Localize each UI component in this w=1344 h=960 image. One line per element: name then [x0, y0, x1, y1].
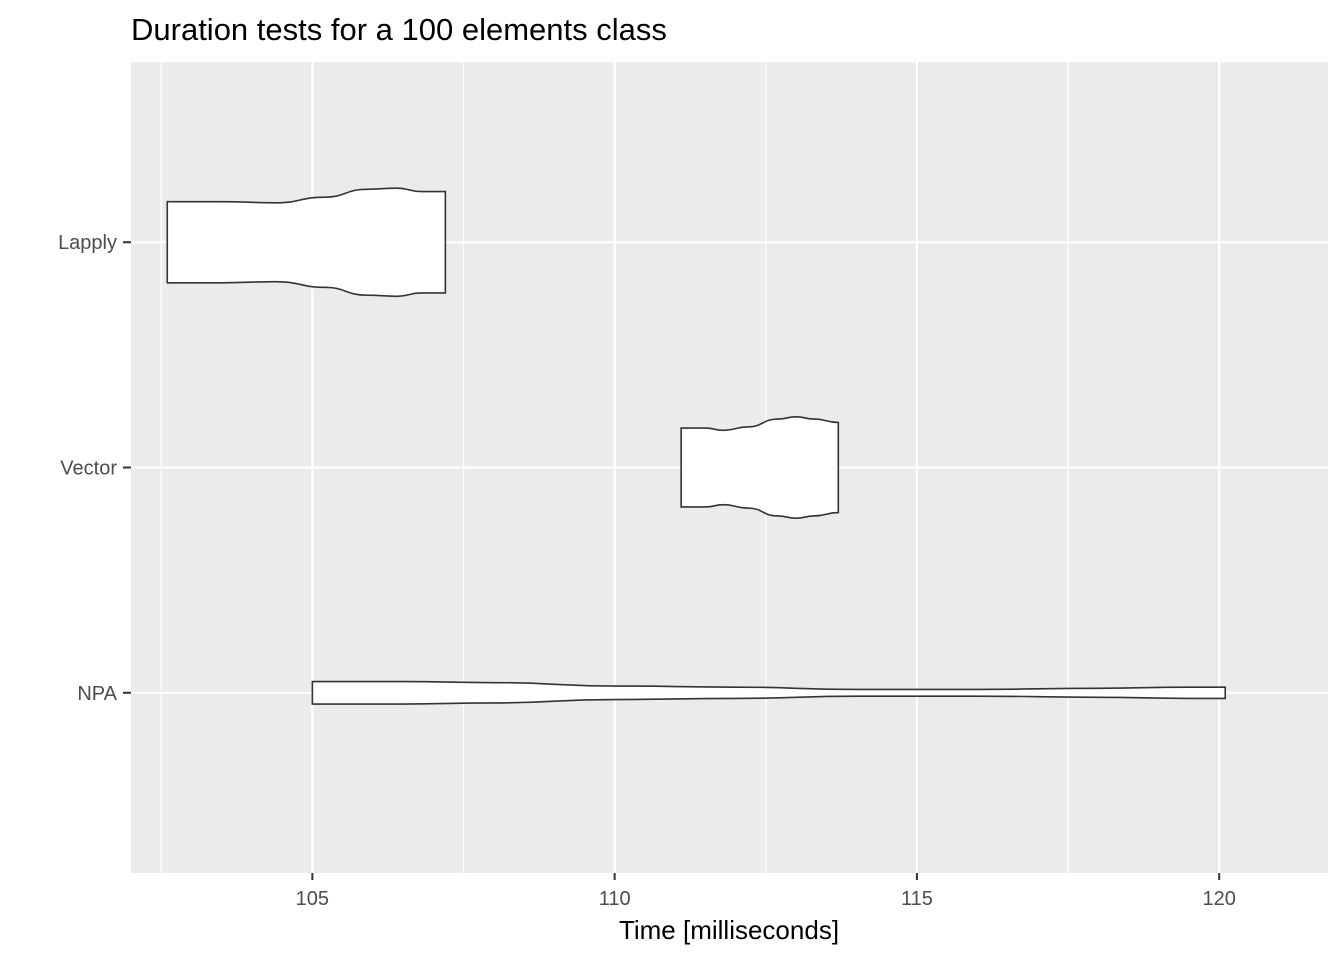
x-axis-title: Time [milliseconds]	[619, 915, 839, 945]
x-tick-label: 110	[599, 888, 631, 910]
y-tick-label-vector: Vector	[60, 458, 117, 480]
violin-vector	[680, 416, 840, 519]
y-tick-label-lapply: Lapply	[58, 232, 117, 254]
x-tick-label: 120	[1202, 888, 1235, 910]
chart-title: Duration tests for a 100 elements class	[131, 12, 667, 47]
y-tick-label-npa: NPA	[77, 683, 117, 705]
violins	[166, 187, 1227, 705]
violin-npa	[311, 680, 1227, 705]
violin-lapply	[166, 187, 447, 298]
x-tick-label: 115	[901, 888, 933, 910]
x-tick-label: 105	[296, 888, 329, 910]
x-axis: 105 110 115 120	[296, 873, 1236, 910]
y-axis: Lapply Vector NPA	[58, 232, 131, 705]
